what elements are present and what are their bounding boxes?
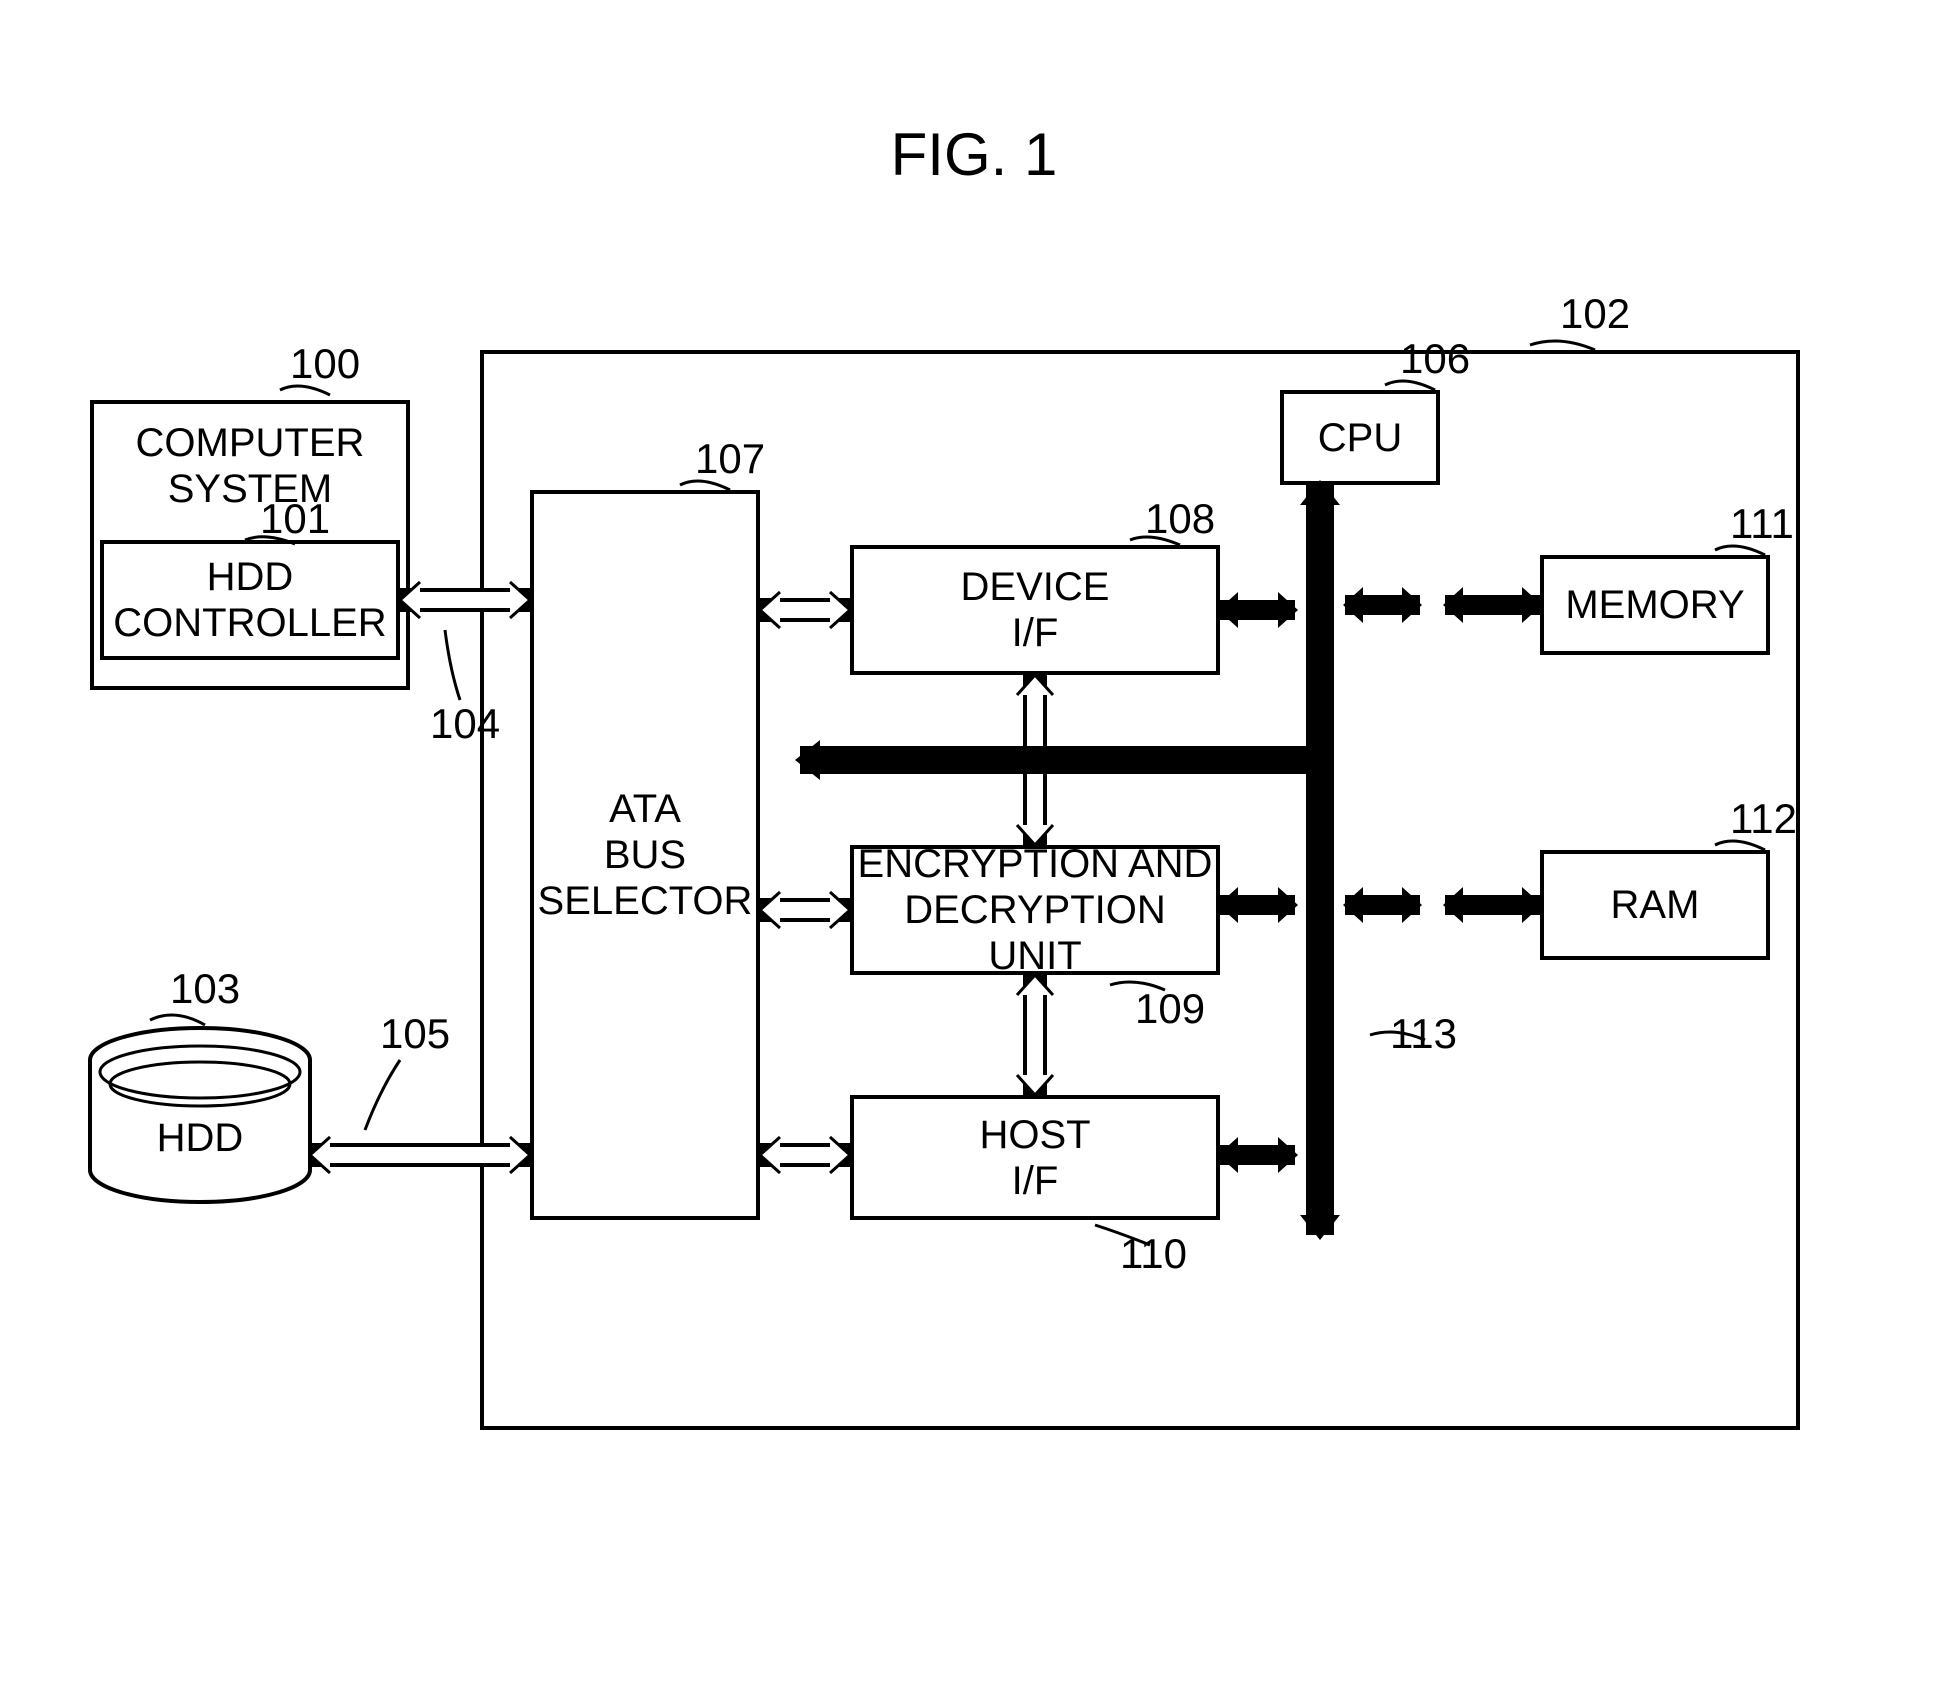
host-if-label: HOST I/F — [979, 1112, 1090, 1204]
ref-101: 101 — [260, 495, 330, 543]
enc-dec-label: ENCRYPTION AND DECRYPTION UNIT — [854, 841, 1216, 979]
ref-104: 104 — [430, 700, 500, 748]
ref-102: 102 — [1560, 290, 1630, 338]
diagram-canvas: FIG. 1 COMPUTER SYSTEM HDD CONTROLLER HD… — [0, 0, 1948, 1689]
memory-box: MEMORY — [1540, 555, 1770, 655]
ref-108: 108 — [1145, 495, 1215, 543]
device-if-box: DEVICE I/F — [850, 545, 1220, 675]
ata-bus-selector-label: ATA BUS SELECTOR — [538, 786, 753, 924]
ram-box: RAM — [1540, 850, 1770, 960]
ata-bus-selector-box: ATA BUS SELECTOR — [530, 490, 760, 1220]
memory-label: MEMORY — [1565, 582, 1744, 628]
ref-111: 111 — [1730, 500, 1794, 548]
hdd-controller-label: HDD CONTROLLER — [113, 554, 386, 646]
ram-label: RAM — [1611, 882, 1700, 928]
ref-106: 106 — [1400, 335, 1470, 383]
ref-103: 103 — [170, 965, 240, 1013]
computer-system-label: COMPUTER SYSTEM — [90, 420, 410, 512]
ref-107: 107 — [695, 435, 765, 483]
hdd-label: HDD — [90, 1115, 310, 1161]
ref-112: 112 — [1730, 795, 1797, 843]
hdd-controller-box: HDD CONTROLLER — [100, 540, 400, 660]
enc-dec-box: ENCRYPTION AND DECRYPTION UNIT — [850, 845, 1220, 975]
device-if-label: DEVICE I/F — [961, 564, 1110, 656]
cpu-label: CPU — [1318, 415, 1402, 461]
cpu-box: CPU — [1280, 390, 1440, 485]
host-if-box: HOST I/F — [850, 1095, 1220, 1220]
ref-105: 105 — [380, 1010, 450, 1058]
ref-100: 100 — [290, 340, 360, 388]
ref-113: 113 — [1390, 1010, 1457, 1058]
ref-109: 109 — [1135, 985, 1205, 1033]
figure-title: FIG. 1 — [0, 120, 1948, 189]
ref-110: 110 — [1120, 1230, 1187, 1278]
